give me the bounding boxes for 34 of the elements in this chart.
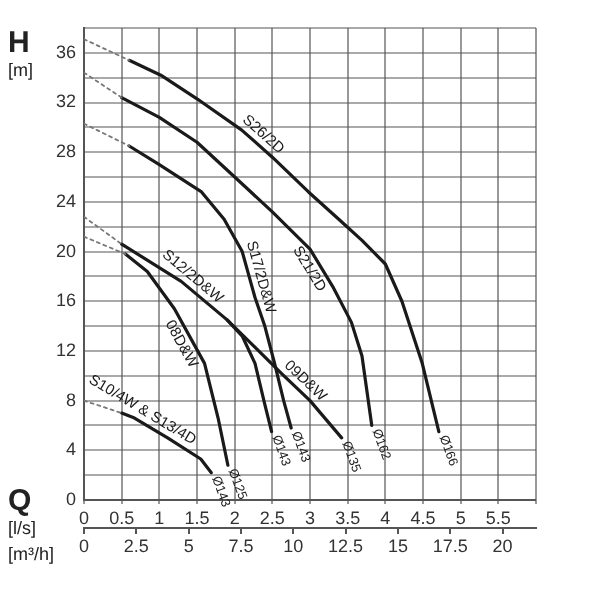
x2-tick-label: 17.5	[432, 535, 468, 556]
x-tick-label: 0	[78, 507, 90, 528]
x-tick-label: 4	[380, 507, 391, 528]
x-tick-label: 2.5	[259, 507, 285, 528]
x-tick-label: 2	[229, 507, 240, 528]
x2-tick-label: 7.5	[228, 535, 254, 556]
y-tick-label: 12	[55, 339, 76, 360]
x-tick-label: 1	[154, 507, 165, 528]
y-tick-label: 28	[55, 141, 76, 162]
y-tick-label: 20	[55, 240, 76, 261]
x-tick-label: 0.5	[109, 507, 135, 528]
x2-axis-title: [m³/h]	[8, 544, 55, 564]
y-tick-label: 8	[65, 389, 76, 410]
x-tick-label: 5	[455, 507, 466, 528]
y-tick-label: 0	[65, 488, 76, 509]
x-tick-label: 4.5	[410, 507, 436, 528]
x-tick-label: 1.5	[184, 507, 210, 528]
y-tick-label: 16	[55, 290, 76, 311]
y-axis-title: H [m]	[8, 26, 33, 80]
x2-tick-label: 15	[387, 535, 408, 556]
y-tick-label: 36	[55, 41, 76, 62]
y-tick-label: 4	[65, 439, 76, 460]
x2-tick-label: 12.5	[328, 535, 364, 556]
x-tick-label: 3.5	[335, 507, 361, 528]
x2-tick-label: 5	[183, 535, 194, 556]
x2-tick-label: 20	[492, 535, 513, 556]
y-tick-label: 32	[55, 91, 76, 112]
x2-tick-label: 0	[78, 535, 90, 556]
x2-tick-label: 10	[283, 535, 304, 556]
x2-tick-label: 2.5	[123, 535, 149, 556]
x-axis-title: Q [l/s]	[8, 484, 37, 538]
y-tick-label: 24	[55, 190, 76, 211]
x-tick-label: 3	[304, 507, 316, 528]
x-tick-label: 5.5	[485, 507, 511, 528]
